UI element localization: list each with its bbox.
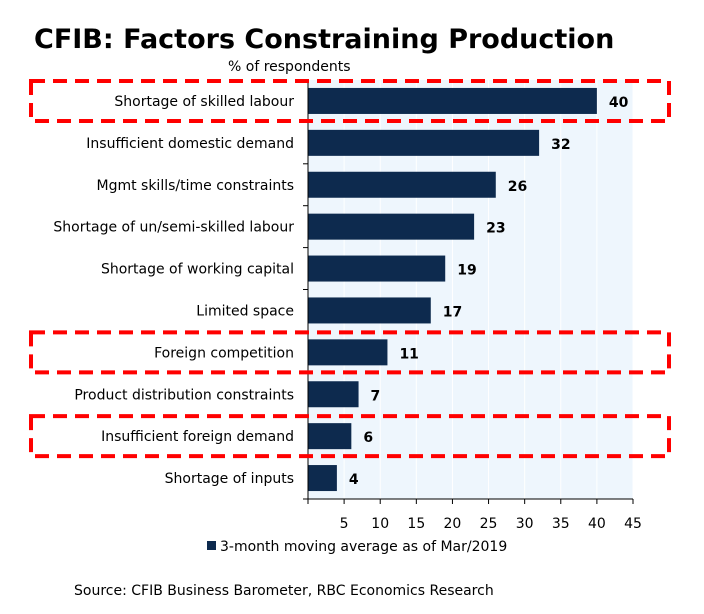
x-tick-label: 15: [407, 516, 425, 532]
bar: [308, 297, 431, 324]
chart-subtitle: % of respondents: [228, 59, 351, 75]
bar: [308, 465, 337, 492]
category-label: Foreign competition: [154, 345, 294, 361]
chart-title: CFIB: Factors Constraining Production: [34, 24, 614, 55]
category-label: Insufficient domestic demand: [86, 136, 294, 152]
highlight-box: [29, 330, 671, 375]
data-label: 40: [609, 95, 629, 111]
highlight-box: [29, 78, 671, 123]
bar: [308, 339, 388, 366]
x-tick-label: 30: [516, 516, 534, 532]
category-label: Shortage of un/semi-skilled labour: [53, 220, 294, 236]
data-label: 19: [457, 263, 476, 279]
x-tick-label: 5: [340, 516, 349, 532]
bar: [308, 213, 475, 240]
x-tick-label: 10: [371, 516, 389, 532]
bar: [308, 381, 359, 408]
x-tick-label: 20: [444, 516, 462, 532]
bar: [308, 171, 496, 198]
x-tick-label: 35: [552, 516, 570, 532]
axes: 5 10 15 20 25 30 35 40 45: [303, 80, 642, 532]
data-label: 17: [443, 304, 462, 320]
x-tick-label: 45: [624, 516, 642, 532]
source-note: Source: CFIB Business Barometer, RBC Eco…: [74, 583, 494, 599]
x-tick-label: 40: [588, 516, 606, 532]
category-label: Shortage of skilled labour: [114, 94, 294, 110]
category-label: Shortage of working capital: [101, 262, 294, 278]
legend-label: 3-month moving average as of Mar/2019: [220, 539, 507, 555]
data-label: 6: [363, 430, 373, 446]
bar: [308, 87, 597, 114]
data-label: 32: [551, 137, 570, 153]
data-label: 23: [486, 221, 505, 237]
bar: [308, 255, 446, 282]
data-label: 11: [399, 346, 418, 362]
bar: [308, 129, 540, 156]
category-label: Shortage of inputs: [165, 471, 294, 487]
data-label: 7: [371, 388, 381, 404]
x-tick-label: 25: [480, 516, 498, 532]
data-label: 26: [508, 179, 527, 195]
highlight-box: [29, 414, 671, 459]
category-label: Insufficient foreign demand: [101, 429, 294, 445]
category-label: Product distribution constraints: [74, 387, 294, 403]
data-label: 4: [349, 472, 359, 488]
bars: Shortage of skilled labour 40 Insufficient…: [53, 87, 629, 492]
highlight-boxes: [29, 78, 671, 459]
category-label: Mgmt skills/time constraints: [96, 178, 294, 194]
category-label: Limited space: [196, 303, 294, 319]
legend-swatch: [207, 541, 216, 550]
bar: [308, 423, 352, 450]
